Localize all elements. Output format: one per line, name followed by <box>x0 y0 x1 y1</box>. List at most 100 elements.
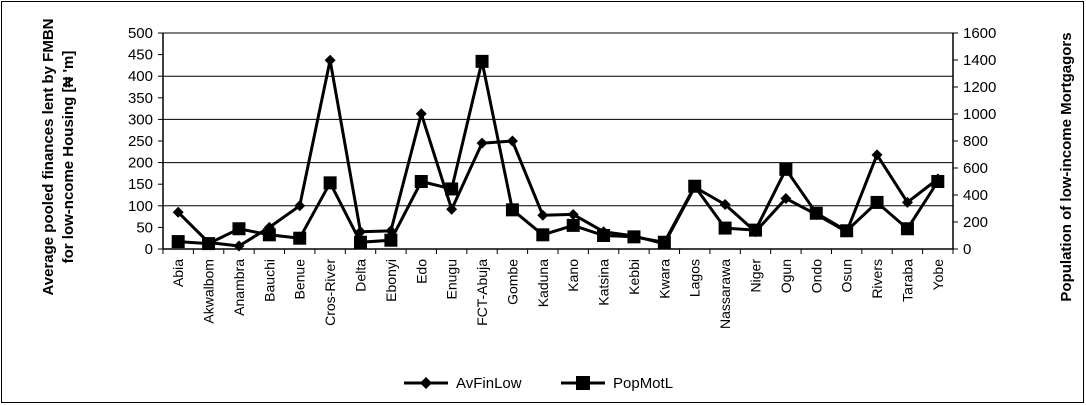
data-point-AvFinLow <box>172 206 184 218</box>
right-y-axis: 0 200 400 600 800 1000 1200 1400 1600 <box>953 25 996 258</box>
left-axis-title-line-2: for low-ncome Housing [₦ 'm] <box>60 51 77 264</box>
data-point-AvFinLow <box>901 196 913 208</box>
data-point-AvFinLow <box>476 137 488 149</box>
right-tick-label: 1200 <box>963 79 996 96</box>
x-tick-label: Yobe <box>930 259 946 291</box>
data-point-PopMotL <box>657 235 671 249</box>
legend-label-AvFinLow: AvFinLow <box>456 375 522 392</box>
series-layer <box>171 54 945 252</box>
right-tick-label: 1000 <box>963 106 996 123</box>
data-point-AvFinLow <box>780 192 792 204</box>
data-point-AvFinLow <box>324 54 336 66</box>
data-point-PopMotL <box>931 175 945 188</box>
data-point-PopMotL <box>171 235 185 249</box>
data-point-AvFinLow <box>719 199 731 211</box>
legend: AvFinLow PopMotL <box>404 375 673 392</box>
left-tick-label: 450 <box>128 47 153 64</box>
data-point-AvFinLow <box>537 209 549 221</box>
left-tick-label: 350 <box>128 90 153 107</box>
left-tick-label: 500 <box>128 25 153 42</box>
left-tick-label: 400 <box>128 68 153 85</box>
legend-marker-square <box>576 376 590 390</box>
data-point-AvFinLow <box>506 135 518 147</box>
x-tick-label: Katsina <box>596 259 612 306</box>
left-tick-label: 0 <box>145 241 153 258</box>
data-point-PopMotL <box>262 228 276 242</box>
left-tick-label: 50 <box>136 219 153 236</box>
series-line-PopMotL <box>178 59 940 246</box>
x-tick-label: Rivers <box>869 259 885 299</box>
data-point-AvFinLow <box>415 108 427 120</box>
right-tick-label: 400 <box>963 187 988 204</box>
data-point-PopMotL <box>809 206 823 220</box>
x-tick-label: Benue <box>292 259 308 300</box>
left-tick-label: 150 <box>128 176 153 193</box>
data-point-PopMotL <box>870 195 884 209</box>
x-tick-label: Bauchi <box>261 259 277 302</box>
x-tick-label: Kano <box>565 259 581 292</box>
data-point-PopMotL <box>566 218 580 232</box>
data-point-PopMotL <box>749 223 762 237</box>
left-axis-title-line-1: Average pooled finances lent by FMBN <box>40 19 57 296</box>
data-point-PopMotL <box>779 162 793 176</box>
right-tick-label: 1400 <box>963 52 996 69</box>
right-tick-label: 0 <box>963 241 971 258</box>
x-tick-label: Akwalbom <box>201 259 217 324</box>
x-tick-label: Osun <box>839 259 855 292</box>
data-point-PopMotL <box>293 231 307 245</box>
data-point-PopMotL <box>202 237 216 251</box>
right-axis-title: Population of low-income Mortgagors <box>1058 32 1075 301</box>
x-tick-label: Anambra <box>231 259 247 316</box>
data-point-PopMotL <box>840 224 854 238</box>
data-point-AvFinLow <box>294 200 306 212</box>
data-point-AvFinLow <box>567 208 579 220</box>
data-point-AvFinLow <box>871 149 883 161</box>
data-point-PopMotL <box>232 222 246 236</box>
x-tick-label: Ogun <box>778 259 794 293</box>
data-point-PopMotL <box>900 222 914 236</box>
x-tick-label: Ondo <box>808 259 824 293</box>
legend-marker-diamond <box>420 377 432 389</box>
data-point-PopMotL <box>718 221 732 235</box>
left-tick-label: 300 <box>128 111 153 128</box>
x-axis: Abia Akwalbom Anambra Bauchi Benue Cros-River… <box>162 249 954 329</box>
x-tick-label: Edo <box>413 259 429 284</box>
x-tick-label: Cros-River <box>322 259 338 326</box>
data-point-AvFinLow <box>446 203 458 215</box>
data-point-PopMotL <box>384 233 398 247</box>
left-tick-label: 250 <box>128 133 153 150</box>
right-tick-label: 200 <box>963 214 988 231</box>
x-tick-label: Abia <box>170 259 186 287</box>
data-point-PopMotL <box>323 176 337 190</box>
x-tick-label: Nassarawa <box>717 259 733 329</box>
x-tick-label: Kaduna <box>535 259 551 307</box>
x-tick-label: Kebbi <box>626 259 642 295</box>
left-y-axis: 0 50 100 150 200 250 300 350 400 450 500 <box>128 25 163 258</box>
data-point-PopMotL <box>475 54 489 68</box>
plot-area-border <box>162 32 954 250</box>
x-tick-label: Lagos <box>687 259 703 297</box>
data-point-PopMotL <box>505 203 519 217</box>
x-tick-label: Ebonyi <box>383 259 399 302</box>
x-tick-label: Taraba <box>899 259 915 302</box>
right-tick-label: 1600 <box>963 25 996 42</box>
data-point-PopMotL <box>688 179 702 193</box>
left-tick-label: 200 <box>128 155 153 172</box>
x-tick-label: Gombe <box>504 259 520 305</box>
left-tick-label: 100 <box>128 198 153 215</box>
data-point-PopMotL <box>627 230 641 244</box>
right-tick-label: 600 <box>963 160 988 177</box>
x-tick-label: Delta <box>353 259 369 292</box>
data-point-PopMotL <box>354 235 367 249</box>
data-point-PopMotL <box>414 175 428 188</box>
gridlines <box>163 75 953 207</box>
right-tick-label: 800 <box>963 133 988 150</box>
data-point-PopMotL <box>445 182 459 196</box>
data-point-AvFinLow <box>233 240 245 252</box>
x-tick-label: FCT-Abuja <box>474 259 490 326</box>
data-point-PopMotL <box>536 228 550 242</box>
x-tick-label: Kwara <box>656 259 672 299</box>
x-tick-label: Niger <box>748 259 764 293</box>
x-tick-label: Enugu <box>444 259 460 299</box>
